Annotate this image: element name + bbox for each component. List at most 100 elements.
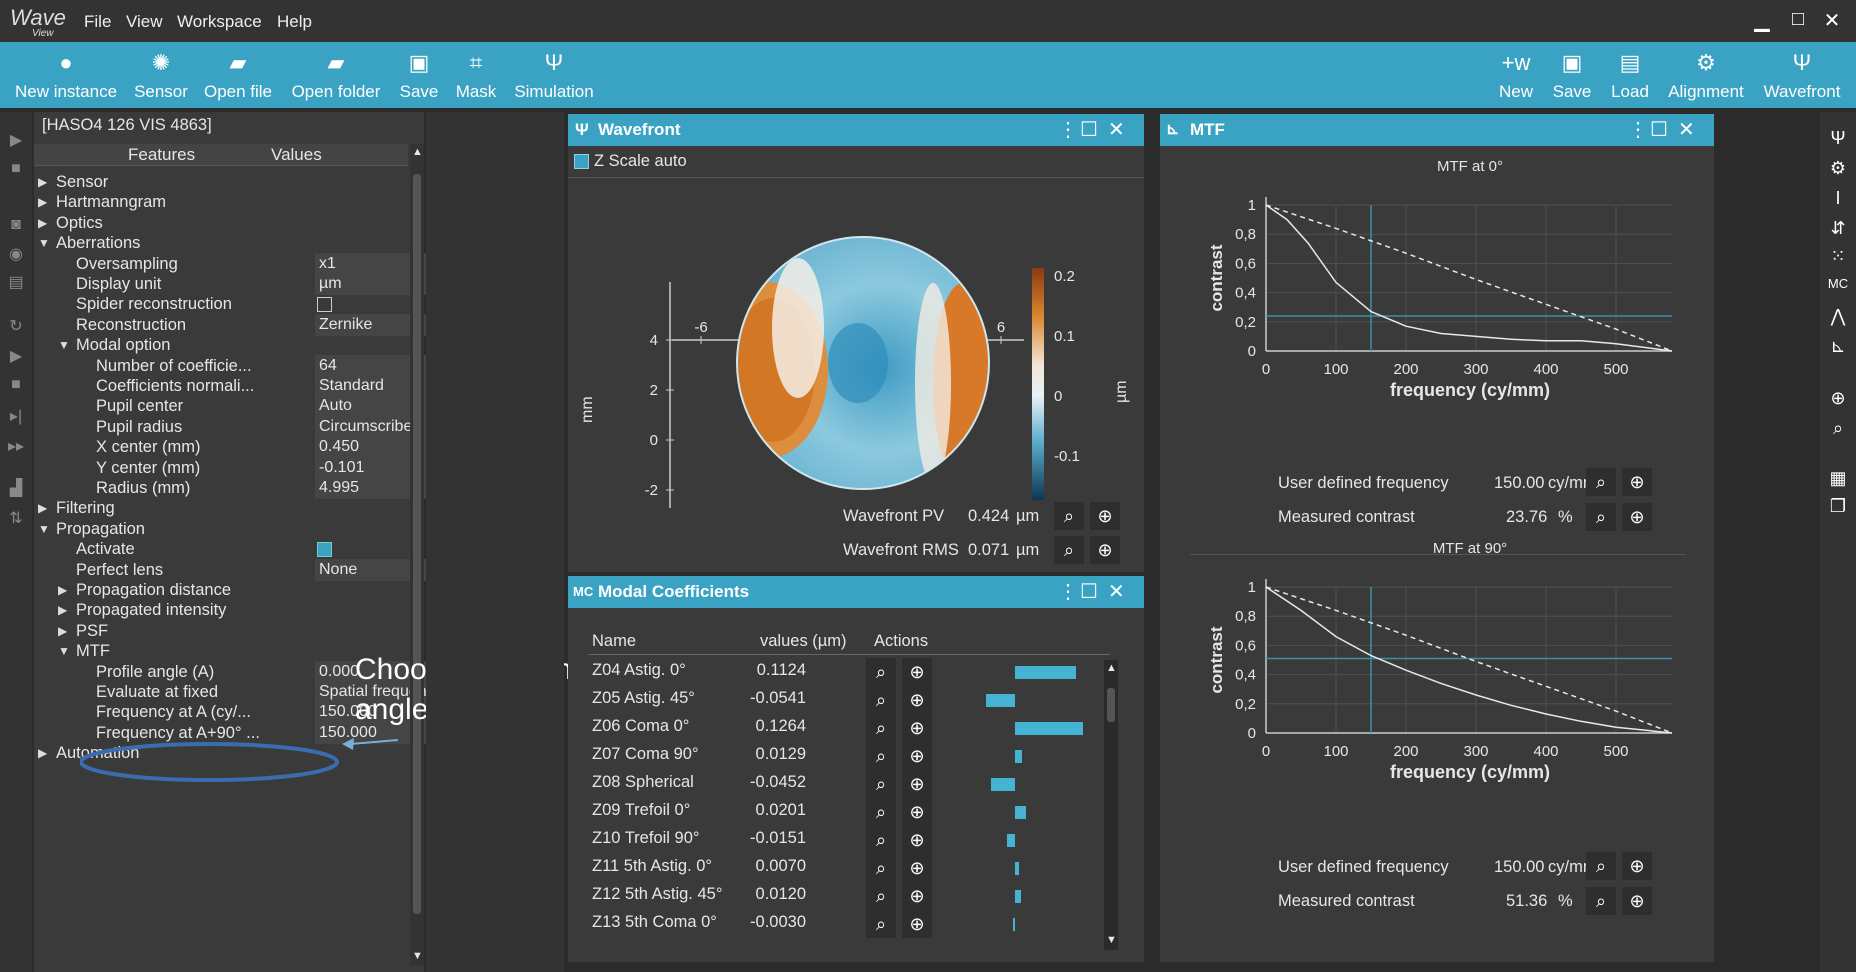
- target-icon[interactable]: ⊕: [1830, 388, 1846, 408]
- mtf-icon[interactable]: ⊾: [1830, 336, 1846, 356]
- mtf0-ud-locate-icon[interactable]: ⊕: [1622, 468, 1652, 496]
- coef-locate-icon[interactable]: ⊕: [902, 686, 932, 714]
- tiles-icon[interactable]: ▦: [1829, 468, 1847, 488]
- menu-workspace[interactable]: Workspace: [177, 12, 262, 31]
- menu-file[interactable]: File: [84, 12, 112, 31]
- mtf1-mc-zoom-icon[interactable]: ⌕: [1586, 887, 1616, 915]
- wavefront-button[interactable]: Ψ Wavefront: [1763, 50, 1841, 102]
- intensity-icon[interactable]: I: [1835, 188, 1841, 208]
- tree-row[interactable]: Pupil center Auto: [34, 394, 437, 418]
- load-wavefront-button[interactable]: ▤ Load: [1611, 50, 1649, 102]
- tree-row-value[interactable]: Zernike: [315, 313, 437, 336]
- tree-row[interactable]: Spider reconstruction: [34, 292, 408, 316]
- expand-arrow-icon[interactable]: ▶: [38, 175, 48, 189]
- collapse-arrow-icon[interactable]: ▼: [38, 236, 50, 251]
- refresh-icon[interactable]: ↻: [9, 318, 23, 335]
- coef-zoom-icon[interactable]: ⌕: [866, 798, 896, 826]
- tree-row-value[interactable]: None: [315, 558, 437, 581]
- pv-zoom-icon[interactable]: ⌕: [1054, 502, 1084, 530]
- coef-zoom-icon[interactable]: ⌕: [866, 770, 896, 798]
- tree-row-value[interactable]: 0.450: [315, 436, 437, 459]
- tree-row[interactable]: X center (mm) 0.450: [34, 435, 437, 459]
- grid-icon[interactable]: ⁙: [1830, 246, 1846, 266]
- modal-menu-icon[interactable]: ⋮: [1058, 581, 1078, 603]
- collapse-arrow-icon[interactable]: ▼: [58, 338, 70, 353]
- expand-arrow-icon[interactable]: ▶: [38, 746, 48, 761]
- tree-row[interactable]: ▶ Sensor: [34, 170, 408, 194]
- tree-row[interactable]: ▶ Propagation distance: [34, 578, 408, 602]
- tilt-icon[interactable]: ⇵: [1830, 218, 1846, 238]
- coef-locate-icon[interactable]: ⊕: [902, 910, 932, 938]
- coef-zoom-icon[interactable]: ⌕: [866, 854, 896, 882]
- tree-row[interactable]: Radius (mm) 4.995: [34, 476, 437, 500]
- scroll-thumb[interactable]: [413, 174, 421, 914]
- panel-maximize-icon[interactable]: ☐: [1080, 119, 1098, 141]
- tree-row[interactable]: ▶ Hartmanngram: [34, 190, 408, 214]
- coef-locate-icon[interactable]: ⊕: [902, 882, 932, 910]
- tree-row[interactable]: Y center (mm) -0.101: [34, 456, 437, 480]
- expand-arrow-icon[interactable]: ▶: [38, 501, 48, 516]
- modal-close-icon[interactable]: ✕: [1108, 581, 1125, 603]
- psf-icon[interactable]: ⋀: [1830, 306, 1846, 326]
- open-folder-button[interactable]: ▰ Open folder: [291, 50, 381, 102]
- tree-row[interactable]: ▼ Aberrations: [34, 231, 408, 255]
- coef-zoom-icon[interactable]: ⌕: [866, 882, 896, 910]
- tree-row-value[interactable]: -0.101: [315, 456, 437, 479]
- alignment-button[interactable]: ⚙ Alignment: [1668, 50, 1744, 102]
- coef-locate-icon[interactable]: ⊕: [902, 798, 932, 826]
- mask-button[interactable]: ⌗ Mask: [455, 50, 497, 102]
- mtf-maximize-icon[interactable]: ☐: [1650, 119, 1668, 141]
- tree-scrollbar[interactable]: ▲ ▼: [410, 144, 424, 966]
- play-icon[interactable]: ▶: [9, 132, 23, 149]
- menu-help[interactable]: Help: [277, 12, 312, 31]
- adjust-icon[interactable]: ⇅: [9, 510, 23, 527]
- modal-coeff-icon[interactable]: MC: [1827, 276, 1849, 291]
- close-icon[interactable]: ✕: [1823, 10, 1841, 32]
- coef-zoom-icon[interactable]: ⌕: [866, 910, 896, 938]
- panel-menu-icon[interactable]: ⋮: [1058, 119, 1078, 141]
- tree-row[interactable]: ▶ Filtering: [34, 496, 408, 520]
- panel-close-icon[interactable]: ✕: [1108, 119, 1125, 141]
- sensor-button[interactable]: ✺ Sensor: [134, 50, 188, 102]
- tree-row[interactable]: Display unit µm: [34, 272, 437, 296]
- tree-row-value[interactable]: 150.000: [315, 721, 437, 744]
- chart-icon[interactable]: ▟: [9, 480, 23, 497]
- simulation-button[interactable]: Ψ Simulation: [514, 50, 594, 102]
- expand-arrow-icon[interactable]: ▶: [38, 195, 48, 210]
- expand-arrow-icon[interactable]: ▶: [58, 583, 68, 597]
- new-instance-button[interactable]: ● New instance: [14, 50, 118, 102]
- open-file-button[interactable]: ▰ Open file: [203, 50, 273, 102]
- tree-row-value[interactable]: 4.995: [315, 477, 437, 499]
- windows-icon[interactable]: ❐: [1829, 496, 1847, 516]
- coef-zoom-icon[interactable]: ⌕: [866, 742, 896, 770]
- coef-locate-icon[interactable]: ⊕: [902, 854, 932, 882]
- tree-row[interactable]: ▼ Propagation: [34, 517, 408, 541]
- camera-icon[interactable]: ◙: [11, 216, 21, 233]
- tree-row[interactable]: Pupil radius Circumscribed: [34, 415, 437, 439]
- coef-locate-icon[interactable]: ⊕: [902, 658, 932, 686]
- modal-scrollbar[interactable]: ▲ ▼: [1104, 660, 1118, 950]
- mtf0-mc-zoom-icon[interactable]: ⌕: [1586, 503, 1616, 531]
- zoom-icon[interactable]: ⌕: [1832, 418, 1844, 438]
- tree-row-checkbox[interactable]: [317, 297, 332, 313]
- record-icon[interactable]: ◉: [9, 246, 23, 263]
- mtf0-ud-zoom-icon[interactable]: ⌕: [1586, 468, 1616, 496]
- minimize-icon[interactable]: ▁: [1754, 10, 1770, 32]
- pv-locate-icon[interactable]: ⊕: [1090, 502, 1120, 530]
- save-wavefront-button[interactable]: ▣ Save: [1552, 50, 1592, 102]
- rms-zoom-icon[interactable]: ⌕: [1054, 536, 1084, 564]
- step-icon[interactable]: ▸|: [9, 408, 23, 425]
- tree-row[interactable]: Activate: [34, 537, 408, 561]
- coef-zoom-icon[interactable]: ⌕: [866, 686, 896, 714]
- expand-arrow-icon[interactable]: ▶: [38, 215, 48, 230]
- mtf1-mc-locate-icon[interactable]: ⊕: [1622, 887, 1652, 915]
- scroll-down-icon[interactable]: ▼: [412, 950, 423, 962]
- mtf-close-icon[interactable]: ✕: [1678, 119, 1695, 141]
- coef-locate-icon[interactable]: ⊕: [902, 770, 932, 798]
- tree-row[interactable]: ▶ PSF: [34, 619, 408, 643]
- new-wavefront-button[interactable]: +w New: [1498, 50, 1533, 102]
- tree-row[interactable]: Oversampling x1: [34, 252, 437, 276]
- tree-row[interactable]: Frequency at A (cy/... 150.000: [34, 700, 437, 724]
- mtf0-mc-locate-icon[interactable]: ⊕: [1622, 503, 1652, 531]
- coef-locate-icon[interactable]: ⊕: [902, 742, 932, 770]
